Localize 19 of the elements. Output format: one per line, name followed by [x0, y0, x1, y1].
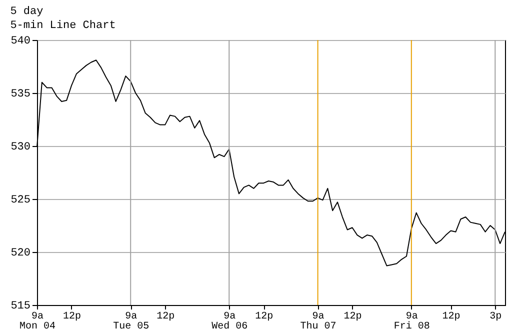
chart-subtitle: 5-min Line Chart: [10, 20, 116, 32]
y-tick-label: 535: [10, 88, 30, 100]
y-tick-label: 515: [10, 300, 30, 312]
x-tick-label: 9a Thu 07: [300, 312, 336, 332]
x-tick-label: 12p: [62, 312, 81, 322]
x-tick-label: 9a Wed 06: [212, 312, 248, 332]
x-tick-label: 9a Tue 05: [113, 312, 150, 332]
y-tick-label: 525: [10, 194, 30, 206]
y-tick-label: 520: [10, 248, 30, 260]
x-tick-label: 12p: [255, 312, 274, 322]
x-tick-label: 12p: [156, 312, 175, 322]
x-tick-label: 9a Mon 04: [19, 312, 56, 332]
y-tick-label: 530: [10, 142, 30, 154]
chart-title: 5 day: [10, 6, 44, 18]
x-tick-label: 12p: [442, 312, 460, 322]
y-tick-label: 540: [10, 36, 30, 48]
x-tick-label: 12p: [344, 312, 362, 322]
x-tick-label: 3p: [490, 312, 502, 322]
x-tick-label: 9a Fri 08: [394, 312, 430, 332]
